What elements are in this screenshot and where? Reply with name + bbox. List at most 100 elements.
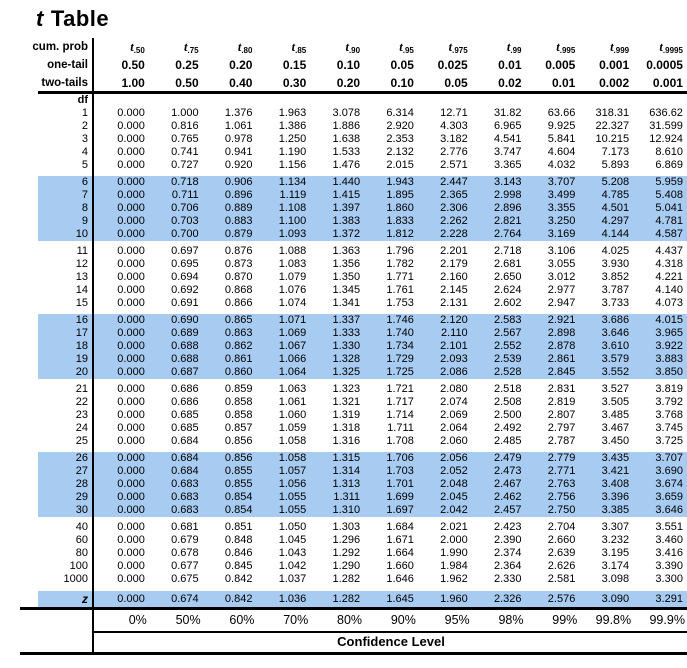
df-cell: 20 <box>75 366 88 378</box>
value-cell: 2.132 <box>386 146 414 158</box>
df-cell: 9 <box>81 215 88 227</box>
value-cell: 1.310 <box>332 504 361 516</box>
value-cell: 0.681 <box>171 521 199 533</box>
value-cell: 1.321 <box>332 396 361 408</box>
value-cell: 5.893 <box>601 159 630 171</box>
value-cell: 2.101 <box>440 340 468 352</box>
value-cell: 1.476 <box>332 159 361 171</box>
value-cell: 2.179 <box>440 258 468 270</box>
value-cell: 2.581 <box>547 573 576 585</box>
value-cell: 0.688 <box>171 340 199 352</box>
two-tails-value: 0.002 <box>599 76 630 90</box>
value-cell: 5.841 <box>547 133 576 145</box>
value-cell: 3.646 <box>601 327 630 339</box>
value-cell: 4.140 <box>655 284 683 296</box>
value-cell: 1.069 <box>278 327 307 339</box>
value-cell: 1.074 <box>278 297 307 309</box>
value-cell: 0.000 <box>117 271 145 283</box>
value-cell: 0.700 <box>171 228 199 240</box>
value-cell: 0.000 <box>117 383 145 395</box>
value-cell: 1.066 <box>278 353 307 365</box>
table-row: 6 0.000 0.718 0.906 1.134 1.440 1.943 2.447 3.14… <box>38 176 687 189</box>
one-tail-value: 0.20 <box>229 58 253 72</box>
value-cell: 0.000 <box>117 478 145 490</box>
value-cell: 1.083 <box>278 258 307 270</box>
value-cell: 1.156 <box>278 159 307 171</box>
value-cell: 2.977 <box>547 284 576 296</box>
value-cell: 0.000 <box>117 120 145 132</box>
value-cell: 2.374 <box>493 547 522 559</box>
table-row: 16 0.000 0.690 0.865 1.071 1.337 1.746 2.120 2.5… <box>38 314 687 327</box>
value-cell: 3.485 <box>601 409 630 421</box>
value-cell: 3.232 <box>601 534 630 546</box>
table-row: 18 0.000 0.688 0.862 1.067 1.330 1.734 2.101 2.5… <box>38 340 687 353</box>
value-cell: 0.000 <box>117 521 145 533</box>
value-cell: 1.782 <box>386 258 414 270</box>
value-cell: 1.345 <box>332 284 361 296</box>
df-cell: 30 <box>75 504 88 516</box>
value-cell: 1.886 <box>332 120 361 132</box>
value-cell: 2.539 <box>493 353 522 365</box>
value-cell: 3.747 <box>493 146 522 158</box>
value-cell: 1.397 <box>332 202 361 214</box>
value-cell: 0.842 <box>224 573 253 585</box>
value-cell: 0.000 <box>117 189 145 201</box>
column-divider-line <box>92 38 94 654</box>
value-cell: 0.697 <box>171 245 199 257</box>
value-cell: 1.706 <box>386 452 414 464</box>
value-cell: 1.812 <box>386 228 414 240</box>
two-tails-value: 0.001 <box>652 76 683 90</box>
value-cell: 2.000 <box>440 534 468 546</box>
value-cell: 1.415 <box>332 189 361 201</box>
value-cell: 2.330 <box>493 573 522 585</box>
two-tails-value: 1.00 <box>121 76 145 90</box>
value-cell: 1.061 <box>278 396 307 408</box>
value-cell: 2.718 <box>493 245 522 257</box>
value-cell: 0.000 <box>117 560 145 572</box>
value-cell: 3.768 <box>655 409 683 421</box>
value-cell: 1.296 <box>332 534 361 546</box>
percent-rule <box>92 631 687 633</box>
table-row: 21 0.000 0.686 0.859 1.063 1.323 1.721 2.080 2.5… <box>38 383 687 396</box>
one-tail-value: 0.005 <box>545 58 576 72</box>
table-row: 20 0.000 0.687 0.860 1.064 1.325 1.725 2.086 2.5… <box>38 366 687 379</box>
value-cell: 0.889 <box>224 202 253 214</box>
value-cell: 2.576 <box>547 593 576 605</box>
confidence-level-label: Confidence Level <box>337 634 445 649</box>
value-cell: 0.858 <box>224 409 253 421</box>
t-column-header: t.50 <box>130 40 145 55</box>
value-cell: 3.659 <box>655 491 683 503</box>
value-cell: 1.060 <box>278 409 307 421</box>
value-cell: 2.492 <box>493 422 522 434</box>
value-cell: 0.000 <box>117 284 145 296</box>
value-cell: 3.930 <box>601 258 630 270</box>
value-cell: 0.906 <box>224 176 253 188</box>
value-cell: 1.000 <box>171 107 199 119</box>
two-tails-value: 0.40 <box>229 76 253 90</box>
value-cell: 1.076 <box>278 284 307 296</box>
two-tails-value: 0.05 <box>444 76 468 90</box>
value-cell: 1.325 <box>332 366 361 378</box>
value-cell: 3.552 <box>601 366 630 378</box>
value-cell: 3.390 <box>655 560 683 572</box>
confidence-percent: 50% <box>175 613 201 627</box>
t-column-header: t.90 <box>345 40 361 55</box>
value-cell: 1.056 <box>278 478 307 490</box>
two-tails-row: two-tails 1.00 0.50 0.40 0.30 0.20 0.10 0.05 0.… <box>0 74 687 92</box>
value-cell: 0.868 <box>224 284 253 296</box>
value-cell: 1.282 <box>332 593 361 605</box>
value-cell: 1.061 <box>224 120 253 132</box>
value-cell: 1.328 <box>332 353 361 365</box>
value-cell: 1.660 <box>386 560 414 572</box>
value-cell: 1.058 <box>278 452 307 464</box>
value-cell: 1.292 <box>332 547 361 559</box>
df-cell: 7 <box>81 189 88 201</box>
t-column-header: t.80 <box>237 40 253 55</box>
value-cell: 0.858 <box>224 396 253 408</box>
value-cell: 0.689 <box>171 327 199 339</box>
value-cell: 2.571 <box>440 159 468 171</box>
value-cell: 0.000 <box>117 176 145 188</box>
value-cell: 3.450 <box>601 435 630 447</box>
value-cell: 0.683 <box>171 478 199 490</box>
